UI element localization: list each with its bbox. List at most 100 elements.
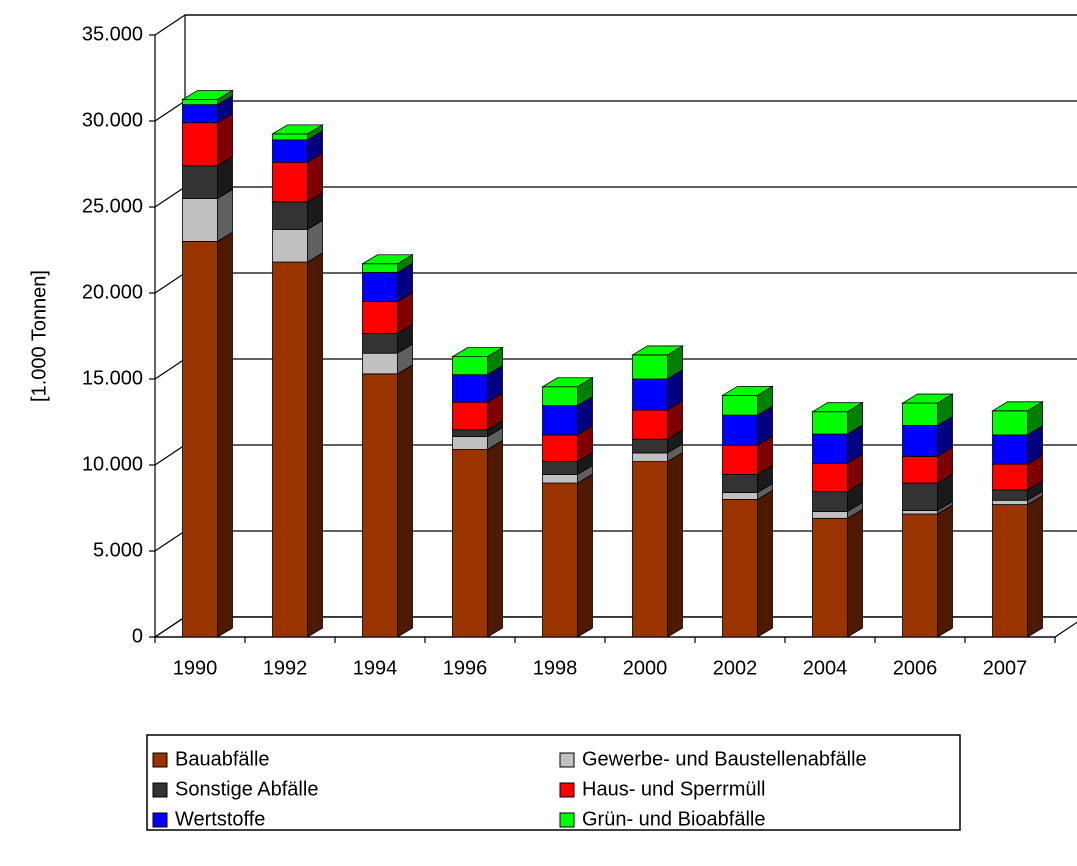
- x-tick-label: 1992: [263, 657, 308, 679]
- bar: [272, 161, 308, 203]
- bar: [362, 352, 398, 375]
- bar: [362, 373, 398, 638]
- bar: [992, 489, 1028, 501]
- bar: [182, 104, 218, 124]
- bar-side: [217, 231, 233, 638]
- bar: [632, 461, 668, 638]
- bar: [272, 261, 308, 638]
- bar: [452, 356, 488, 376]
- bar: [812, 517, 848, 638]
- bar: [722, 394, 758, 416]
- bar: [992, 499, 1028, 505]
- legend-swatch: [152, 752, 168, 768]
- bar: [542, 434, 578, 462]
- bar: [722, 444, 758, 475]
- legend-label: Gewerbe- und Baustellenabfälle: [582, 748, 867, 770]
- y-tick-label: 30.000: [82, 109, 143, 131]
- bar-side: [577, 473, 593, 638]
- bar: [542, 405, 578, 436]
- bar: [812, 462, 848, 493]
- bar: [542, 461, 578, 475]
- legend-swatch: [152, 782, 168, 798]
- bar: [272, 201, 308, 230]
- bar: [182, 99, 218, 106]
- bar: [812, 491, 848, 512]
- bar: [272, 228, 308, 263]
- bar: [812, 411, 848, 435]
- bar: [722, 492, 758, 500]
- y-tick-label: 35.000: [82, 23, 143, 45]
- bar: [452, 401, 488, 431]
- x-tick-label: 1996: [443, 657, 488, 679]
- grid-line-side: [154, 530, 186, 552]
- bar: [902, 402, 938, 426]
- legend-label: Wertstoffe: [175, 808, 265, 830]
- legend-label: Sonstige Abfälle: [175, 778, 318, 800]
- bar: [632, 378, 668, 411]
- x-tick-label: 1998: [533, 657, 578, 679]
- y-axis-label: [1.000 Tonnen]: [28, 270, 50, 402]
- bar: [362, 301, 398, 334]
- bar: [542, 474, 578, 484]
- bar-side: [667, 451, 683, 638]
- bar-top: [361, 254, 414, 265]
- bar: [182, 165, 218, 199]
- bar: [632, 438, 668, 454]
- bar: [722, 414, 758, 446]
- bar: [902, 510, 938, 515]
- grid-line-side: [154, 186, 186, 208]
- bar-side: [397, 364, 413, 638]
- bar-top: [271, 124, 324, 135]
- x-tick-label: 2002: [713, 657, 758, 679]
- y-tick-label: 25.000: [82, 195, 143, 217]
- bar: [452, 374, 488, 403]
- bar: [812, 511, 848, 519]
- legend-swatch: [559, 812, 575, 828]
- bar: [362, 271, 398, 302]
- bar: [452, 449, 488, 638]
- bar-top: [181, 90, 234, 100]
- grid-line-side: [154, 444, 186, 466]
- bar-top: [901, 393, 954, 404]
- y-tick-label: 15.000: [82, 367, 143, 389]
- bar: [992, 434, 1028, 465]
- bar: [182, 240, 218, 638]
- x-tick-label: 2004: [803, 657, 848, 679]
- bar: [902, 425, 938, 457]
- grid-line-side: [154, 14, 186, 36]
- bar: [722, 474, 758, 493]
- bar: [542, 386, 578, 407]
- bar: [362, 333, 398, 354]
- bar-side: [487, 439, 503, 638]
- legend-swatch: [559, 752, 575, 768]
- bar: [902, 482, 938, 511]
- x-tick-label: 1990: [173, 657, 218, 679]
- bar: [452, 429, 488, 438]
- bar-top: [451, 347, 504, 358]
- x-tick-label: 2006: [893, 657, 938, 679]
- y-tick-label: 5.000: [93, 539, 143, 561]
- legend-label: Grün- und Bioabfälle: [582, 808, 765, 830]
- legend-swatch: [152, 812, 168, 828]
- bar-side: [1027, 494, 1043, 638]
- x-tick-label: 1994: [353, 657, 398, 679]
- bar-top: [541, 377, 594, 388]
- bar: [632, 409, 668, 440]
- bar-side: [307, 252, 323, 638]
- bar-side: [847, 508, 863, 638]
- bar: [992, 504, 1028, 638]
- legend-label: Haus- und Sperrmüll: [582, 778, 765, 800]
- grid-line-side: [154, 272, 186, 294]
- grid-line-side: [154, 616, 186, 638]
- bar-side: [757, 489, 773, 638]
- bar: [182, 197, 218, 242]
- bar: [632, 354, 668, 380]
- y-tick-label: 0: [132, 625, 143, 647]
- legend-box: [146, 734, 961, 831]
- bar-top: [811, 402, 864, 413]
- bar: [992, 410, 1028, 436]
- bar: [812, 433, 848, 464]
- legend-label: Bauabfälle: [175, 748, 270, 770]
- x-tick-label: 2007: [983, 657, 1028, 679]
